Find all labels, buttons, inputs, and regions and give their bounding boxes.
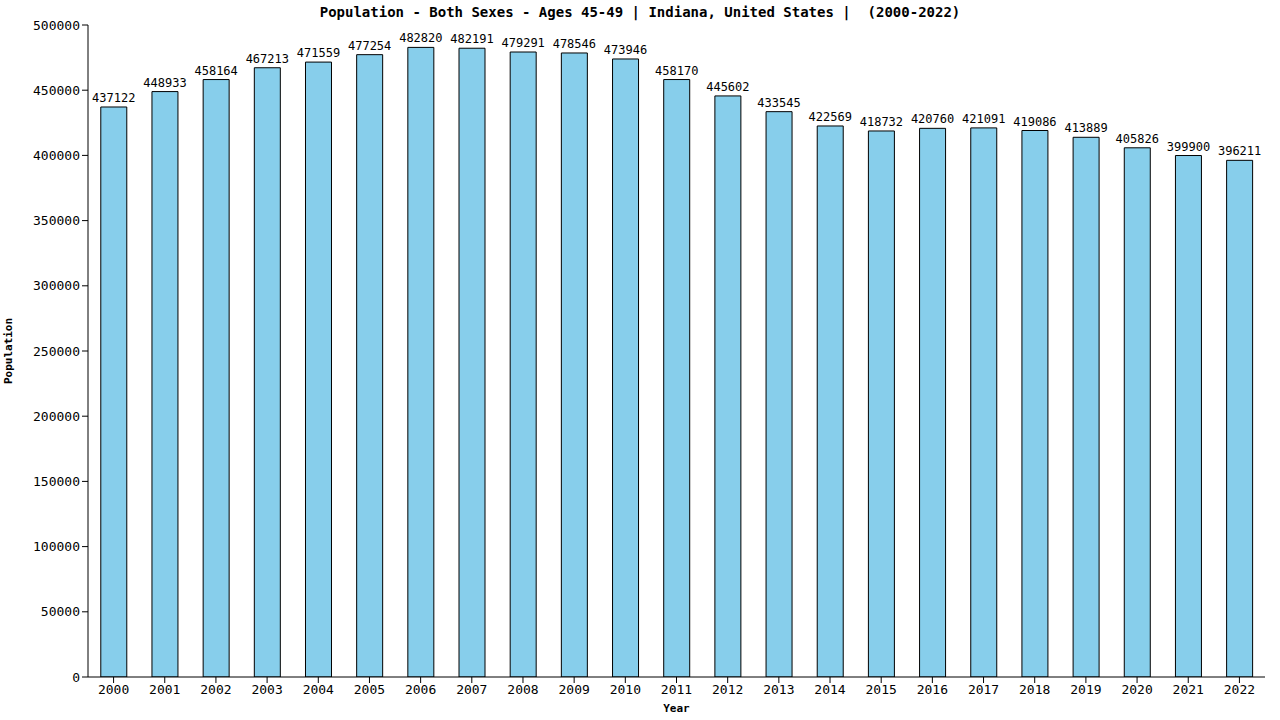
html-text:Population - Both Sexes - Ages: Population - Both Sexes - Ages 45-49 | I…	[319, 4, 961, 20]
svg-text:500000: 500000	[33, 18, 80, 33]
svg-text:2007: 2007	[456, 682, 487, 697]
svg-text:400000: 400000	[33, 148, 80, 163]
svg-text:458164: 458164	[194, 64, 237, 78]
svg-text:0: 0	[72, 670, 80, 685]
svg-text:2001: 2001	[149, 682, 180, 697]
svg-text:2009: 2009	[558, 682, 589, 697]
svg-text:50000: 50000	[41, 604, 80, 619]
svg-text:2020: 2020	[1121, 682, 1152, 697]
svg-text:2019: 2019	[1070, 682, 1101, 697]
svg-text:482820: 482820	[399, 31, 442, 45]
svg-text:448933: 448933	[143, 76, 186, 90]
svg-text:413889: 413889	[1064, 121, 1107, 135]
svg-text:478546: 478546	[553, 37, 596, 51]
svg-text:Population: Population	[8, 318, 15, 384]
svg-text:405826: 405826	[1116, 132, 1159, 146]
svg-text:433545: 433545	[757, 96, 800, 110]
svg-text:2002: 2002	[200, 682, 231, 697]
svg-text:2013: 2013	[763, 682, 794, 697]
svg-text:399900: 399900	[1167, 140, 1210, 154]
svg-text:419086: 419086	[1013, 115, 1056, 129]
svg-text:2006: 2006	[405, 682, 436, 697]
svg-text:467213: 467213	[246, 52, 289, 66]
svg-text:421091: 421091	[962, 112, 1005, 126]
svg-text:479291: 479291	[502, 36, 545, 50]
svg-text:2022: 2022	[1224, 682, 1255, 697]
svg-text:200000: 200000	[33, 409, 80, 424]
svg-text:350000: 350000	[33, 213, 80, 228]
svg-text:482191: 482191	[450, 32, 493, 46]
svg-text:2015: 2015	[866, 682, 897, 697]
svg-text:420760: 420760	[911, 112, 954, 126]
svg-text:2016: 2016	[917, 682, 948, 697]
svg-text:2011: 2011	[661, 682, 692, 697]
svg-text:2005: 2005	[354, 682, 385, 697]
svg-text:450000: 450000	[33, 83, 80, 98]
svg-text:2017: 2017	[968, 682, 999, 697]
svg-text:2008: 2008	[507, 682, 538, 697]
svg-text:2004: 2004	[303, 682, 334, 697]
svg-text:445602: 445602	[706, 80, 749, 94]
svg-text:477254: 477254	[348, 39, 391, 53]
svg-text:100000: 100000	[33, 539, 80, 554]
svg-text:Year: Year	[663, 702, 690, 715]
svg-text:418732: 418732	[860, 115, 903, 129]
svg-text:150000: 150000	[33, 474, 80, 489]
svg-text:2000: 2000	[98, 682, 129, 697]
svg-text:422569: 422569	[809, 110, 852, 124]
svg-text:250000: 250000	[33, 344, 80, 359]
svg-text:2018: 2018	[1019, 682, 1050, 697]
svg-text:2012: 2012	[712, 682, 743, 697]
svg-text:437122: 437122	[92, 91, 135, 105]
svg-text:300000: 300000	[33, 278, 80, 293]
svg-text:2003: 2003	[251, 682, 282, 697]
svg-text:396211: 396211	[1218, 144, 1261, 158]
svg-text:473946: 473946	[604, 43, 647, 57]
svg-text:2021: 2021	[1173, 682, 1204, 697]
svg-text:2014: 2014	[814, 682, 845, 697]
svg-text:458170: 458170	[655, 64, 698, 78]
svg-text:471559: 471559	[297, 46, 340, 60]
svg-text:2010: 2010	[610, 682, 641, 697]
